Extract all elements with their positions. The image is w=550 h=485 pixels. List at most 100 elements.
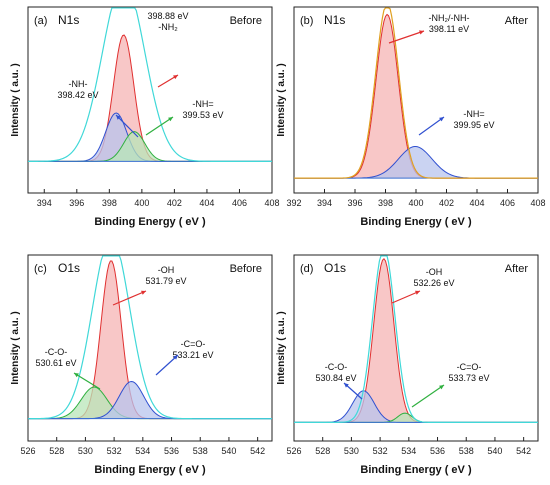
- state-label: Before: [230, 15, 262, 27]
- annotation-text: -C=O-: [457, 362, 482, 372]
- element-label: O1s: [324, 261, 346, 275]
- x-tick-label: 530: [344, 446, 359, 456]
- x-tick-label: 396: [69, 198, 84, 208]
- annotation-text: -OH: [158, 265, 175, 275]
- x-tick-label: 540: [487, 446, 502, 456]
- x-tick-label: 404: [199, 198, 214, 208]
- panel-b: 392 394 396 398 400 402 404 406 408 Binding Energ…: [276, 6, 546, 228]
- annotation-text: -NH₂/-NH-: [429, 13, 470, 23]
- panel-d: 526 528 530 532 534 536 538 540 542 Binding Energ…: [276, 254, 539, 476]
- arrow-head-icon: [415, 290, 420, 295]
- annotation-text: 398.88 eV: [147, 11, 188, 21]
- x-tick-label: 534: [135, 446, 150, 456]
- annotation-arrow: [418, 116, 445, 136]
- x-axis-label: Binding Energy ( eV ): [360, 216, 472, 228]
- annotation-text: -C-O-: [325, 362, 348, 372]
- arrow-head-icon: [116, 115, 121, 120]
- x-tick-label: 530: [78, 446, 93, 456]
- x-tick-label: 542: [516, 446, 531, 456]
- x-tick-label: 394: [317, 198, 332, 208]
- annotation-arrow: [411, 384, 445, 408]
- arrow-head-icon: [439, 385, 444, 390]
- annotation-arrow: [112, 290, 147, 306]
- envelope-curve: [28, 255, 272, 420]
- annotation-text: 399.95 eV: [453, 120, 494, 130]
- x-tick-label: 392: [286, 198, 301, 208]
- y-axis-label: Intensity ( a.u. ): [276, 63, 287, 136]
- annotation-text: 399.53 eV: [182, 110, 223, 120]
- peak-fill-3: [28, 381, 272, 419]
- annotation-text: 533.73 eV: [448, 373, 489, 383]
- arrow-head-icon: [173, 355, 178, 360]
- annotation-text: -NH₂: [158, 22, 178, 32]
- annotation-arrow: [115, 114, 139, 138]
- x-tick-label: 536: [430, 446, 445, 456]
- arrow-head-icon: [173, 75, 178, 80]
- state-label: Before: [230, 263, 262, 275]
- panel-label: (b): [300, 15, 313, 27]
- x-tick-label: 536: [164, 446, 179, 456]
- state-label: After: [505, 263, 529, 275]
- annotation-text: 398.42 eV: [57, 90, 98, 100]
- envelope-curve: [294, 255, 538, 423]
- x-tick-label: 406: [232, 198, 247, 208]
- arrow-head-icon: [168, 117, 173, 122]
- x-tick-label: 396: [347, 198, 362, 208]
- annotation-text: 530.84 eV: [315, 373, 356, 383]
- annotation-text: 533.21 eV: [172, 350, 213, 360]
- x-tick-label: 532: [373, 446, 388, 456]
- arrow-head-icon: [419, 30, 424, 35]
- element-label: N1s: [58, 13, 79, 27]
- panel-label: (c): [34, 263, 47, 275]
- x-tick-label: 402: [167, 198, 182, 208]
- annotation-text: -C=O-: [181, 339, 206, 349]
- x-tick-label: 540: [221, 446, 236, 456]
- envelope-curve: [294, 7, 538, 179]
- arrow-head-icon: [141, 290, 146, 295]
- annotation-arrow: [155, 354, 179, 376]
- element-label: N1s: [324, 13, 345, 27]
- x-tick-label: 398: [378, 198, 393, 208]
- panel-label: (a): [34, 15, 47, 27]
- annotation-arrow: [145, 116, 174, 136]
- x-tick-label: 532: [107, 446, 122, 456]
- plot-frame: [27, 254, 273, 442]
- x-tick-label: 406: [500, 198, 515, 208]
- peak-fill-3: [294, 413, 538, 423]
- state-label: After: [505, 15, 529, 27]
- annotation-text: 532.26 eV: [413, 278, 454, 288]
- x-tick-label: 394: [37, 198, 52, 208]
- x-tick-label: 534: [401, 446, 416, 456]
- arrow-head-icon: [344, 383, 349, 388]
- x-tick-label: 526: [286, 446, 301, 456]
- panel-label: (d): [300, 263, 313, 275]
- x-tick-label: 538: [193, 446, 208, 456]
- annotation-arrow: [391, 290, 421, 304]
- x-tick-label: 528: [49, 446, 64, 456]
- annotation-text: -NH=: [192, 99, 213, 109]
- peak-fill-2: [294, 390, 538, 423]
- panel-c: 526 528 530 532 534 536 538 540 542 Binding Energ…: [10, 254, 273, 476]
- x-tick-label: 404: [469, 198, 484, 208]
- annotation-text: -NH=: [463, 109, 484, 119]
- panel-a: 394 396 398 400 402 404 406 408 Binding Energy (…: [10, 6, 280, 228]
- peak-fill-3: [28, 131, 272, 162]
- peak-fill-2: [28, 387, 272, 419]
- annotation-text: 530.61 eV: [35, 358, 76, 368]
- x-tick-label: 402: [439, 198, 454, 208]
- x-axis-label: Binding Energy ( eV ): [94, 464, 206, 476]
- x-tick-label: 528: [315, 446, 330, 456]
- peak-curve-2: [294, 390, 538, 423]
- x-tick-label: 408: [530, 198, 545, 208]
- plot-frame: [293, 254, 539, 442]
- x-tick-label: 400: [134, 198, 149, 208]
- x-tick-label: 408: [264, 198, 279, 208]
- arrow-head-icon: [74, 373, 79, 378]
- peak-fill-2: [294, 146, 538, 179]
- x-tick-label: 526: [20, 446, 35, 456]
- y-axis-label: Intensity ( a.u. ): [10, 63, 21, 136]
- x-tick-label: 538: [459, 446, 474, 456]
- annotation-arrow: [388, 30, 425, 44]
- annotation-arrow: [73, 372, 101, 390]
